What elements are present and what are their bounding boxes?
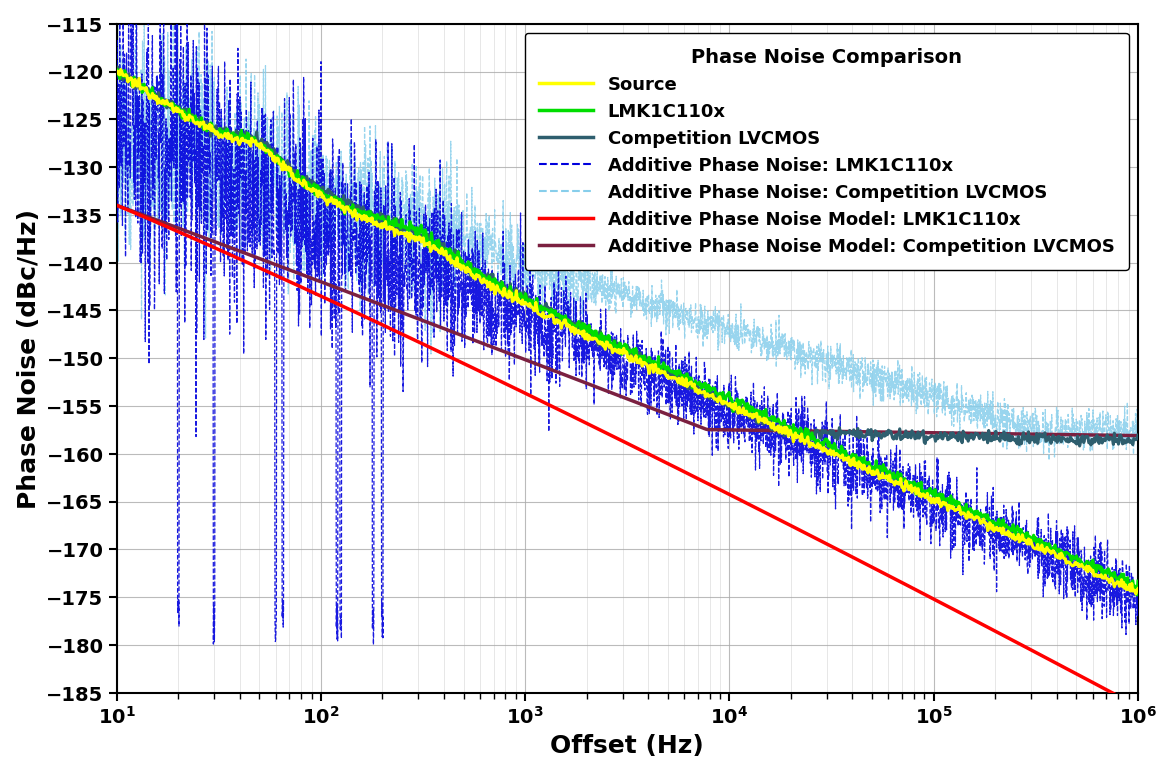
X-axis label: Offset (Hz): Offset (Hz) [550,733,704,757]
Legend: Source, LMK1C110x, Competition LVCMOS, Additive Phase Noise: LMK1C110x, Additive: Source, LMK1C110x, Competition LVCMOS, A… [524,33,1128,270]
Y-axis label: Phase Noise (dBc/Hz): Phase Noise (dBc/Hz) [16,208,41,509]
